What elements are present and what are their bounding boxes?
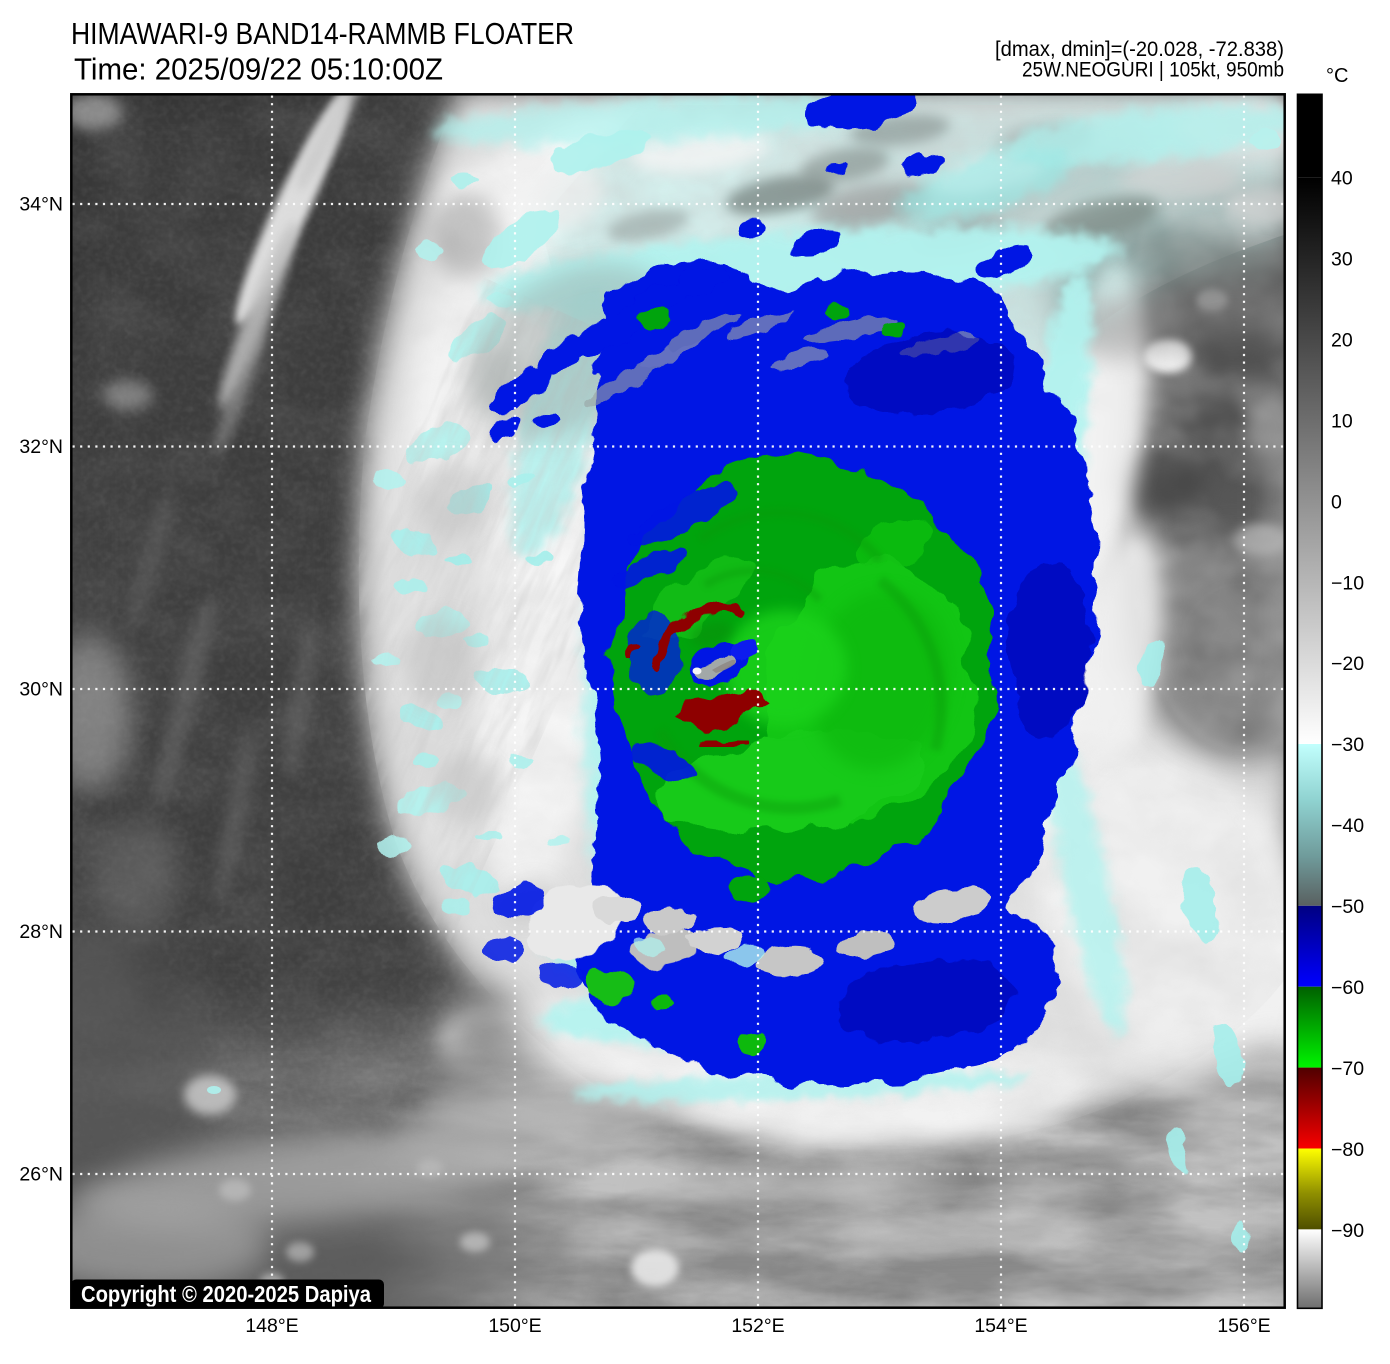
svg-text:156°E: 156°E xyxy=(1217,1315,1270,1337)
svg-text:152°E: 152°E xyxy=(731,1315,784,1337)
svg-text:30: 30 xyxy=(1331,249,1353,271)
svg-text:28°N: 28°N xyxy=(19,921,63,943)
svg-text:20: 20 xyxy=(1331,329,1353,351)
svg-text:−60: −60 xyxy=(1331,977,1364,999)
svg-text:−10: −10 xyxy=(1331,572,1364,594)
svg-text:34°N: 34°N xyxy=(19,194,63,216)
svg-text:Copyright © 2020-2025 Dapiya: Copyright © 2020-2025 Dapiya xyxy=(81,1281,371,1307)
svg-text:−70: −70 xyxy=(1331,1058,1364,1080)
svg-text:Time: 2025/09/22 05:10:00Z: Time: 2025/09/22 05:10:00Z xyxy=(74,53,443,87)
svg-text:40: 40 xyxy=(1331,168,1353,190)
svg-text:−30: −30 xyxy=(1331,734,1364,756)
svg-text:−40: −40 xyxy=(1331,815,1364,837)
svg-text:154°E: 154°E xyxy=(974,1315,1027,1337)
svg-text:HIMAWARI-9 BAND14-RAMMB FLOATE: HIMAWARI-9 BAND14-RAMMB FLOATER xyxy=(71,17,574,51)
svg-text:0: 0 xyxy=(1331,491,1342,513)
svg-text:25W.NEOGURI | 105kt, 950mb: 25W.NEOGURI | 105kt, 950mb xyxy=(1022,59,1284,82)
svg-text:−80: −80 xyxy=(1331,1139,1364,1161)
svg-text:−50: −50 xyxy=(1331,896,1364,918)
svg-text:−90: −90 xyxy=(1331,1220,1364,1242)
svg-text:32°N: 32°N xyxy=(19,436,63,458)
svg-text:148°E: 148°E xyxy=(245,1315,298,1337)
svg-text:26°N: 26°N xyxy=(19,1164,63,1186)
svg-text:150°E: 150°E xyxy=(488,1315,541,1337)
svg-text:30°N: 30°N xyxy=(19,679,63,701)
svg-text:°C: °C xyxy=(1326,65,1348,87)
svg-text:[dmax, dmin]=(-20.028, -72.838: [dmax, dmin]=(-20.028, -72.838) xyxy=(995,38,1284,61)
svg-text:−20: −20 xyxy=(1331,653,1364,675)
svg-text:10: 10 xyxy=(1331,410,1353,432)
